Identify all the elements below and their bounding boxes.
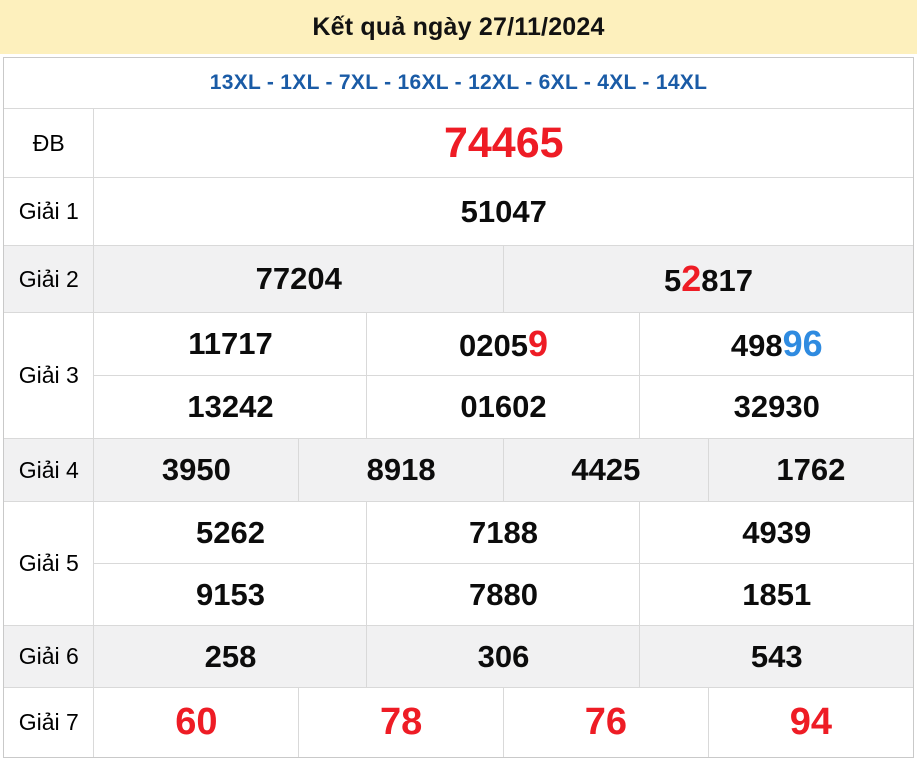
prize-row-g1: Giải 1 51047 xyxy=(3,177,914,246)
results-board: 13XL - 1XL - 7XL - 16XL - 12XL - 6XL - 4… xyxy=(3,57,914,758)
page-title: Kết quả ngày 27/11/2024 xyxy=(312,12,605,41)
prize-label-g4: Giải 4 xyxy=(3,438,95,502)
prize-value-g5-5: 7880 xyxy=(366,563,641,626)
prize-row-db: ĐB 74465 xyxy=(3,108,914,178)
prize-value-g1: 51047 xyxy=(93,177,914,246)
prize-row-g3-1: Giải 3 11717 02059 49896 xyxy=(3,312,914,439)
prize-row-g6: Giải 6 258 306 543 xyxy=(3,625,914,688)
prize-label-g2: Giải 2 xyxy=(3,245,95,313)
prize-value-g4-3: 4425 xyxy=(502,438,709,502)
prize-value-g3-3: 49896 xyxy=(639,312,914,376)
prize-row-g7: Giải 7 60 78 76 94 xyxy=(3,687,914,758)
prize-value-db: 74465 xyxy=(93,108,914,178)
prize-value-g2-1: 77204 xyxy=(93,245,504,313)
header-banner: Kết quả ngày 27/11/2024 xyxy=(0,0,917,54)
prize-value-g4-2: 8918 xyxy=(298,438,504,502)
prize-value-g3-4: 13242 xyxy=(93,375,368,439)
digit-segment: 5 xyxy=(664,263,682,298)
highlighted-digit-red: 9 xyxy=(527,323,548,364)
prize-label-g5: Giải 5 xyxy=(3,501,95,626)
station-list-text: 13XL - 1XL - 7XL - 16XL - 12XL - 6XL - 4… xyxy=(209,71,708,94)
prize-row-g4: Giải 4 3950 8918 4425 1762 xyxy=(3,438,914,502)
prize-value-g3-6: 32930 xyxy=(639,375,914,439)
prize-value-g5-6: 1851 xyxy=(639,563,914,626)
prize-row-g5-2: 9153 7880 1851 xyxy=(4,563,914,626)
prize-label-g1: Giải 1 xyxy=(3,177,95,246)
prize-value-g5-2: 7188 xyxy=(366,501,641,564)
prize-row-g3-2: 13242 01602 32930 xyxy=(4,375,914,439)
station-list: 13XL - 1XL - 7XL - 16XL - 12XL - 6XL - 4… xyxy=(4,58,913,109)
prize-value-g5-1: 5262 xyxy=(93,501,368,564)
prize-label-g3: Giải 3 xyxy=(3,312,95,439)
prize-label-g6: Giải 6 xyxy=(3,625,95,688)
prize-value-g3-5: 01602 xyxy=(366,375,641,439)
prize-value-g4-1: 3950 xyxy=(93,438,300,502)
prize-row-g5-1: Giải 5 5262 7188 4939 xyxy=(3,501,914,626)
prize-value-g2-2: 52817 xyxy=(502,245,914,313)
highlighted-digit-blue: 96 xyxy=(782,323,823,364)
prize-value-g5-4: 9153 xyxy=(93,563,368,626)
prize-value-g7-3: 76 xyxy=(502,687,709,758)
prize-value-g6-3: 543 xyxy=(639,625,914,688)
prize-row-g2: Giải 2 77204 52817 xyxy=(3,245,914,313)
results-table: ĐB 74465 Giải 1 51047 Giải 2 77204 52817… xyxy=(3,108,914,758)
digit-segment: 817 xyxy=(701,263,753,298)
prize-label-g7: Giải 7 xyxy=(3,687,95,758)
prize-value-g7-4: 94 xyxy=(707,687,914,758)
prize-value-g5-3: 4939 xyxy=(639,501,914,564)
digit-segment: 498 xyxy=(730,328,783,363)
prize-value-g3-1: 11717 xyxy=(93,312,368,376)
prize-value-g6-1: 258 xyxy=(93,625,368,688)
prize-value-g7-1: 60 xyxy=(93,687,300,758)
prize-value-g3-2: 02059 xyxy=(366,312,641,376)
digit-segment: 0205 xyxy=(459,328,528,363)
highlighted-digit-red: 2 xyxy=(681,258,702,299)
prize-value-g4-4: 1762 xyxy=(707,438,914,502)
prize-value-g6-2: 306 xyxy=(366,625,641,688)
prize-value-g7-2: 78 xyxy=(298,687,504,758)
prize-label-db: ĐB xyxy=(3,108,95,178)
